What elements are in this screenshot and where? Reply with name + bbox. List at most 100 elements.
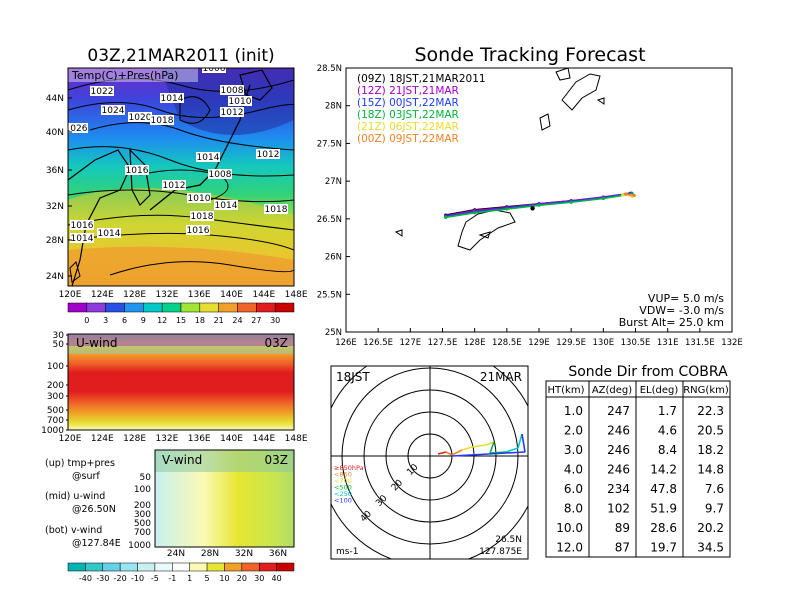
vwind-x-label: 24N [167,549,185,559]
isobar-label: 1014 [161,94,184,104]
map-lat-label: 44N [46,94,64,104]
wind-colorbar-swatch [102,562,121,572]
map-lat-label: 32N [46,202,64,212]
polar-lon: 127.875E [479,547,522,557]
uwind-x-label: 144E [252,434,275,444]
isobar-label: 1016 [126,166,149,176]
table-title: Sonde Dir from COBRA [568,364,728,380]
tracking-x-label: 130.5E [621,338,651,348]
track-point [621,193,625,197]
tracking-legend-entry: (18Z) 03JST,22MAR [357,109,459,121]
wind-colorbar-label: 30 [254,574,264,583]
isobar-label: 1006 [203,64,226,74]
burst-alt-label: Burst Alt= 25.0 km [619,316,724,329]
polar-unit: ms-1 [336,547,358,557]
uwind-y-label: 100 [47,362,64,372]
wind-colorbar-label: -5 [151,574,159,583]
uwind-panel: U-wind 03Z [67,333,295,431]
island-outlines [394,68,605,251]
isobar-label: 1016 [71,221,94,231]
tracking-legend-entry: (12Z) 21JST,21MAR [357,85,459,97]
isobar-label: 1012 [163,181,186,191]
temp-colorbar-swatch [124,302,144,313]
vwind-x-label: 28N [201,549,219,559]
table-cell: 22.3 [697,404,724,418]
map-lon-label: 140E [220,290,243,300]
temp-colorbar-swatch [180,302,201,313]
map-lat-label: 36N [46,166,64,176]
wind-colorbar-swatch [189,562,208,572]
temp-colorbar-label: 3 [103,316,108,325]
isobar-label: 1014 [98,229,121,239]
polar-level-label: <500 [334,484,352,492]
temp-colorbar-label: 0 [84,316,89,325]
isobar-label-box [187,193,211,203]
temp-colorbar-label: 9 [141,316,146,325]
vwind-y-label: 500 [134,519,151,529]
uwind-y-label: 1000 [41,426,64,436]
isobar-label-box [150,115,174,125]
hodograph-segment [437,451,447,455]
hodograph-segment [461,446,473,451]
note-text: @127.84E [72,538,121,549]
tracking-x-label: 129E [528,338,550,348]
wind-colorbar-swatch [154,562,173,572]
map-lon-label: 132E [155,290,178,300]
temp-colorbar-label: 15 [176,316,186,325]
polar-date: 21MAR [480,370,522,384]
wind-colorbar-swatch [258,562,277,572]
hodograph-segment [489,451,507,454]
tracking-legend-entry: (00Z) 09JST,22MAR [357,133,459,145]
wind-colorbar-label: -30 [96,574,109,583]
hodograph-segment [451,451,526,457]
wind-colorbar-label: -40 [79,574,92,583]
temp-colorbar-label: 27 [251,316,261,325]
wind-colorbar-label: -10 [131,574,144,583]
track-lines [444,191,636,219]
track-point [505,207,509,211]
isobar-label-box [186,225,210,235]
table-cell: 18.2 [697,443,724,457]
uwind-y-label: 200 [47,381,64,391]
uwind-y-label: 50 [53,340,65,350]
temp-colorbar-swatch [256,302,276,313]
isobar-label: 1018 [191,212,214,222]
wind-colorbar-swatch [172,562,190,572]
wind-colorbar-label: 20 [237,574,247,583]
table-cell: 1.7 [658,404,677,418]
vwind-y-label: 300 [134,510,151,520]
temp-colorbar-swatch [67,302,88,313]
note-text: (bot) v-wind [45,525,102,536]
isobar-label: 1014 [197,153,220,163]
tracking-x-label: 127E [400,338,422,348]
temperature-colorbar: 0 3 6 9 12 15 18 21 24 27 30 [67,302,295,325]
temp-colorbar-label: 30 [270,316,280,325]
tracking-x-label: 126E [335,338,357,348]
table-header-cell: HT(km) [548,385,585,396]
map-lon-label: 148E [285,290,308,300]
hodograph-segment [489,441,495,454]
wind-colorbar-label: -20 [114,574,127,583]
vwind-y-label: 700 [134,528,151,538]
track-point [569,200,573,204]
polar-level-label: <100 [334,497,352,505]
hodograph-segment [451,449,463,456]
track-point [601,196,605,201]
wind-colorbar-label: -1 [168,574,176,583]
tracking-y-label: 25.5N [317,290,342,300]
tracking-x-label: 126.5E [363,338,393,348]
table-cell: 20.5 [697,424,724,438]
track-marker [530,206,535,211]
tracking-y-axis: 28.5N 28N 27.5N 27N 26.5N 26N 25.5N 25N [317,64,350,338]
isobar-label-box [202,68,226,73]
isobar-label-box [101,105,125,115]
polar-level-label: <850 [334,471,352,479]
hodograph-segment [471,444,487,448]
polar-level-label: <700 [334,477,352,485]
tracking-plot-area [345,67,733,333]
isobar-label: 1018 [151,116,174,126]
